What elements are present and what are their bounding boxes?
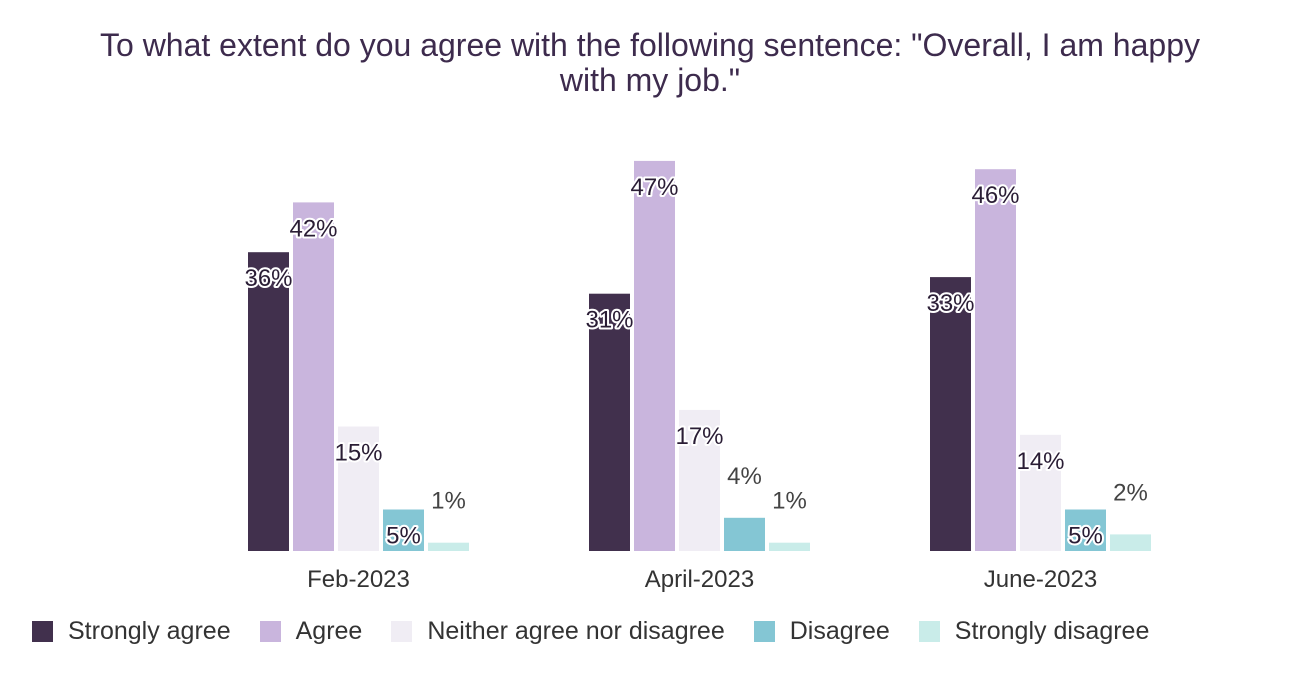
- category-label-june-2023: June-2023: [984, 566, 1097, 593]
- legend-item-agree: Agree: [259, 616, 363, 646]
- bar-disagree-april-2023: [724, 517, 765, 551]
- chart-title-line-1: To what extent do you agree with the fol…: [100, 27, 1200, 63]
- chart-legend: Strongly agree Agree Neither agree nor dis…: [32, 614, 1178, 648]
- chart-title-line-2: with my job.": [559, 62, 741, 98]
- data-label-strongly-agree-june-2023: 33%: [926, 290, 974, 317]
- bar-strongly-disagree-june-2023: [1110, 534, 1151, 551]
- bar-neither-agree-nor-disagree-feb-2023: [338, 426, 379, 551]
- legend-label-disagree: Disagree: [789, 616, 890, 645]
- chart-title: To what extent do you agree with the fol…: [0, 28, 1300, 98]
- bar-disagree-feb-2023: [383, 509, 424, 551]
- bar-neither-agree-nor-disagree-april-2023: [679, 409, 720, 551]
- legend-label-strongly-agree: Strongly agree: [68, 616, 231, 645]
- bar-strongly-agree-june-2023: [930, 277, 971, 551]
- bar-strongly-agree-april-2023: [589, 293, 630, 551]
- category-label-feb-2023: Feb-2023: [307, 566, 410, 593]
- bar-agree-june-2023: [975, 169, 1016, 551]
- data-label-strongly-disagree-june-2023: 2%: [1113, 479, 1148, 506]
- data-label-strongly-agree-april-2023: 31%: [585, 307, 633, 334]
- bar-disagree-june-2023: [1065, 509, 1106, 551]
- data-label-agree-june-2023: 46%: [971, 182, 1019, 209]
- legend-swatch-strongly-agree: [32, 620, 53, 642]
- data-label-agree-april-2023: 47%: [630, 174, 678, 201]
- data-label-strongly-agree-feb-2023: 36%: [244, 265, 292, 292]
- legend-item-disagree: Disagree: [753, 616, 890, 646]
- legend-item-strongly-disagree: Strongly disagree: [918, 616, 1150, 646]
- bar-strongly-disagree-april-2023: [769, 542, 810, 551]
- data-label-agree-feb-2023: 42%: [289, 215, 337, 242]
- legend-item-neither-agree-nor-disagree: Neither agree nor disagree: [391, 616, 725, 646]
- legend-item-strongly-agree: Strongly agree: [32, 617, 231, 646]
- legend-label-agree: Agree: [295, 616, 363, 645]
- category-label-april-2023: April-2023: [645, 566, 754, 593]
- legend-swatch-neither-agree-nor-disagree: [391, 620, 413, 642]
- legend-swatch-disagree: [753, 620, 775, 642]
- legend-swatch-agree: [259, 620, 281, 642]
- bar-agree-feb-2023: [293, 202, 334, 551]
- legend-swatch-strongly-disagree: [918, 620, 940, 642]
- data-label-neither-agree-nor-disagree-feb-2023: 15%: [334, 440, 382, 467]
- legend-label-neither-agree-nor-disagree: Neither agree nor disagree: [427, 616, 725, 645]
- data-label-strongly-disagree-feb-2023: 1%: [431, 488, 466, 515]
- legend-label-strongly-disagree: Strongly disagree: [954, 616, 1150, 645]
- bar-strongly-disagree-feb-2023: [428, 542, 469, 551]
- data-label-disagree-april-2023: 4%: [727, 463, 762, 490]
- data-label-neither-agree-nor-disagree-april-2023: 17%: [675, 423, 723, 450]
- data-label-strongly-disagree-april-2023: 1%: [772, 488, 807, 515]
- data-label-disagree-june-2023: 5%: [1068, 523, 1103, 550]
- bar-chart: 36% 42% 15% 5% 1% Feb-2023 31% 47% 17%4% 1% April-…: [242, 160, 1151, 593]
- bar-neither-agree-nor-disagree-june-2023: [1020, 434, 1061, 551]
- bar-strongly-agree-feb-2023: [248, 252, 289, 551]
- data-label-disagree-feb-2023: 5%: [386, 523, 421, 550]
- bar-agree-april-2023: [634, 160, 675, 551]
- data-label-neither-agree-nor-disagree-june-2023: 14%: [1016, 448, 1064, 475]
